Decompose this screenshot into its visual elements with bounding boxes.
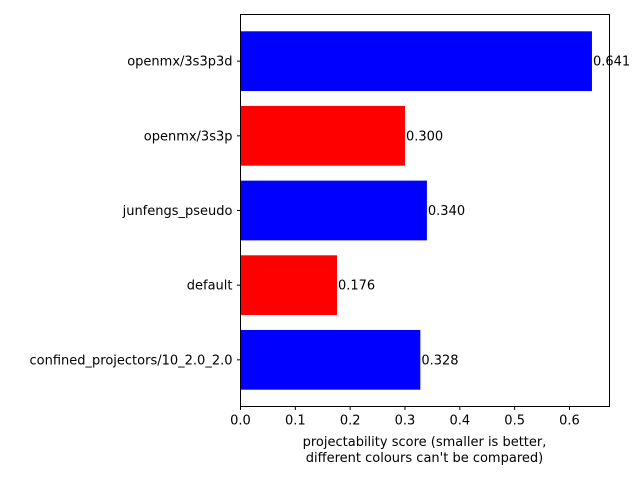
y-axis-ticks: openmx/3s3p3d openmx/3s3p junfengs_pseudod… <box>30 55 241 368</box>
bar-0 <box>240 31 592 92</box>
x-axis-title-line-1: projectability score (smaller is better, <box>303 435 547 450</box>
bars-group <box>240 31 592 390</box>
x-tick-label-6: 0.6 <box>559 414 580 429</box>
x-tick-label-2: 0.2 <box>340 414 361 429</box>
data-labels-group: 0.641 0.300 0.340 0.176 0.328 <box>338 55 630 369</box>
y-tick-label-4: confined_projectors/10_2.0_2.0 <box>30 353 233 368</box>
data-label-1: 0.300 <box>406 129 443 144</box>
y-tick-label-1: openmx/3s3p <box>144 129 233 144</box>
x-tick-label-4: 0.4 <box>449 414 470 429</box>
x-tick-label-1: 0.1 <box>285 414 306 429</box>
bar-3 <box>240 255 337 316</box>
data-label-4: 0.328 <box>421 353 458 368</box>
data-label-0: 0.641 <box>593 55 630 70</box>
bar-4 <box>240 329 421 390</box>
x-axis-title-line-2: different colours can't be compared) <box>306 451 543 466</box>
x-axis-ticks: 0.0 0.1 0.2 0.3 0.4 0.5 0.6 <box>230 406 580 429</box>
data-label-2: 0.340 <box>428 204 465 219</box>
x-tick-label-3: 0.3 <box>395 414 416 429</box>
y-tick-label-0: openmx/3s3p3d <box>127 55 232 70</box>
bar-2 <box>240 180 427 241</box>
bar-1 <box>240 105 405 166</box>
y-tick-label-3: default <box>187 279 233 294</box>
x-tick-label-5: 0.5 <box>504 414 525 429</box>
data-label-3: 0.176 <box>338 279 375 294</box>
y-tick-label-2: junfengs_pseudo <box>122 204 233 219</box>
x-tick-label-0: 0.0 <box>230 414 251 429</box>
